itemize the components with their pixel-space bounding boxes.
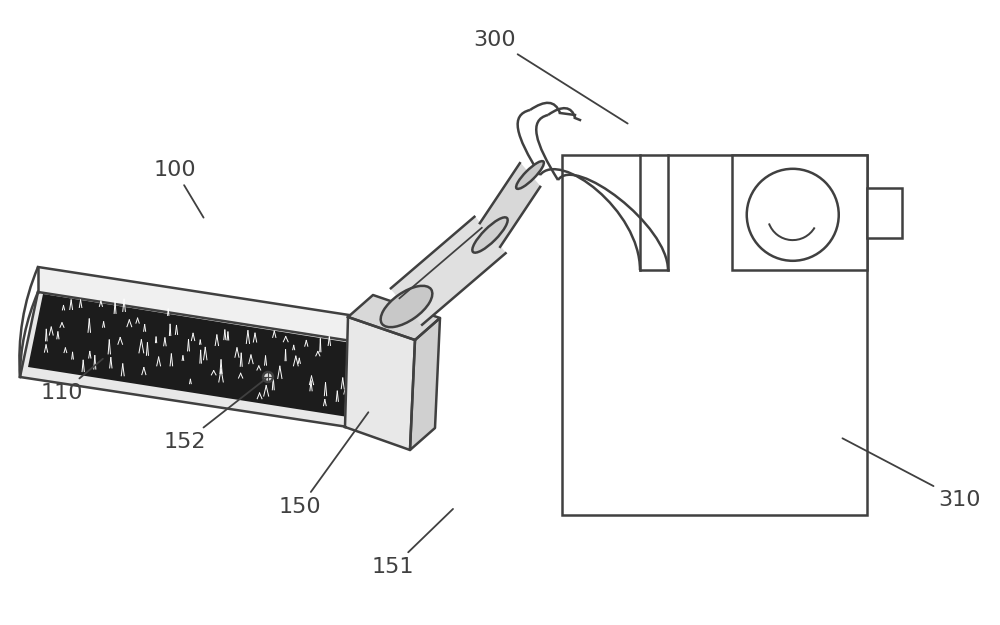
Polygon shape [28, 294, 358, 417]
Ellipse shape [472, 217, 508, 252]
Text: 310: 310 [842, 438, 981, 510]
Polygon shape [480, 163, 540, 247]
Ellipse shape [516, 161, 544, 189]
Bar [562, 155, 867, 515]
Text: 150: 150 [279, 412, 368, 517]
Polygon shape [391, 217, 506, 325]
Text: 110: 110 [41, 359, 103, 403]
Polygon shape [345, 317, 415, 450]
Text: 152: 152 [164, 379, 266, 452]
Text: 100: 100 [154, 160, 204, 217]
Polygon shape [20, 292, 358, 427]
Polygon shape [348, 295, 440, 340]
Ellipse shape [381, 286, 432, 327]
Bar [867, 188, 902, 238]
Polygon shape [410, 318, 440, 450]
Polygon shape [38, 267, 362, 342]
Circle shape [747, 169, 839, 261]
Bar [732, 155, 867, 270]
Circle shape [263, 372, 273, 382]
Text: 300: 300 [474, 30, 628, 124]
Text: 151: 151 [372, 509, 453, 577]
